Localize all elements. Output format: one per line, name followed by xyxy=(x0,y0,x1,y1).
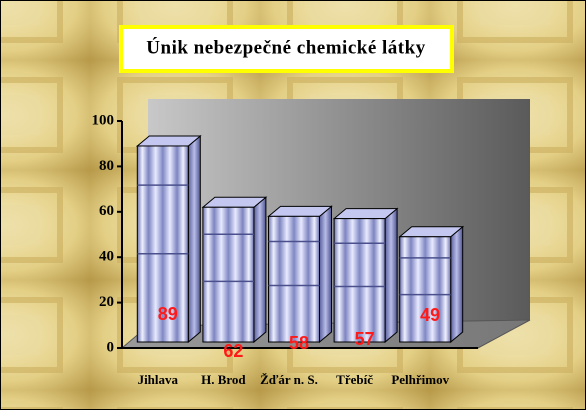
bar-top xyxy=(201,196,268,208)
bar-top xyxy=(135,135,202,147)
y-tick-label: 80 xyxy=(99,158,114,174)
x-tick-label: Třebíč xyxy=(336,372,373,387)
value-label: 49 xyxy=(420,305,440,325)
chart-title: Únik nebezpečné chemické látky xyxy=(146,36,425,58)
bar xyxy=(332,207,399,344)
bar-side xyxy=(319,205,332,344)
y-tick-label: 100 xyxy=(92,112,115,128)
bar xyxy=(398,225,465,344)
y-tick-label: 40 xyxy=(99,249,114,265)
bar-side xyxy=(187,134,201,344)
bar-front xyxy=(136,145,189,343)
bar xyxy=(267,205,333,344)
value-label: 62 xyxy=(223,341,243,361)
title-box xyxy=(119,25,454,73)
x-tick-label: Pelhřimov xyxy=(391,372,449,387)
bar-side xyxy=(253,196,267,344)
bar-side xyxy=(450,225,464,344)
bar-front xyxy=(202,206,255,343)
x-tick-label: Jihlava xyxy=(138,372,179,387)
bar-side xyxy=(384,207,398,344)
value-label: 89 xyxy=(158,304,178,324)
bar-front xyxy=(268,215,320,343)
value-label: 57 xyxy=(355,329,375,349)
value-label: 58 xyxy=(289,333,309,353)
bar xyxy=(135,134,202,344)
x-tick-label: H. Brod xyxy=(201,372,246,387)
y-tick-label: 0 xyxy=(107,339,115,355)
bar-top xyxy=(332,208,399,220)
bar xyxy=(201,196,268,344)
bar-front xyxy=(399,236,452,343)
y-tick-label: 20 xyxy=(99,294,114,310)
x-tick-label: Žďár n. S. xyxy=(260,372,318,387)
y-tick-label: 60 xyxy=(99,203,114,219)
bar-front xyxy=(333,218,386,343)
bar-top xyxy=(398,226,465,238)
bar-top xyxy=(267,205,333,217)
